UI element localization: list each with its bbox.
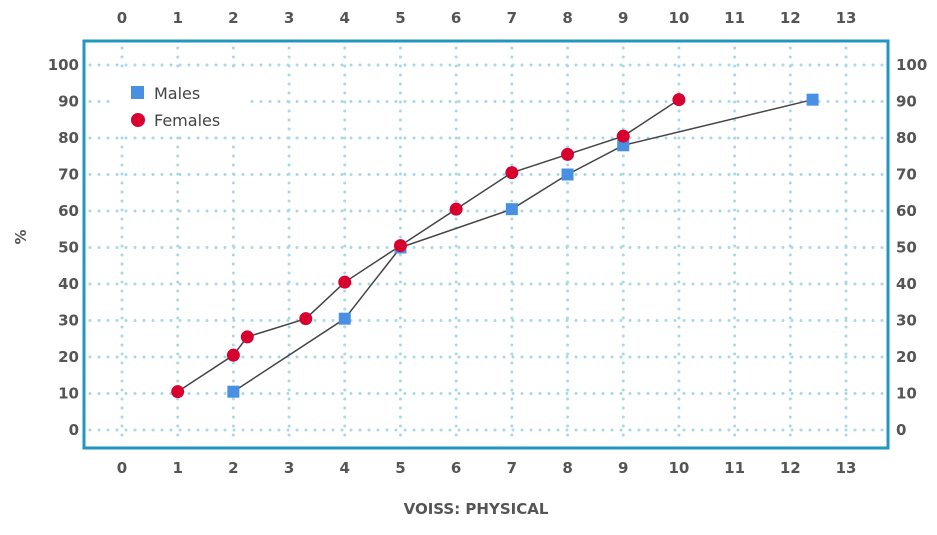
data-point-females bbox=[299, 312, 313, 326]
x-tick-label-bottom: 9 bbox=[618, 459, 628, 477]
data-point-females bbox=[505, 166, 519, 180]
x-tick-label-bottom: 3 bbox=[284, 459, 294, 477]
plot-frame bbox=[82, 39, 890, 450]
legend: Males Females bbox=[131, 84, 220, 130]
data-point-males bbox=[227, 385, 240, 398]
x-tick-label-bottom: 4 bbox=[340, 459, 350, 477]
y-tick-label-right: 10 bbox=[896, 385, 917, 403]
y-tick-label-left: 20 bbox=[58, 348, 79, 366]
legend-marker-males bbox=[131, 86, 144, 99]
grid bbox=[88, 46, 886, 446]
data-point-females bbox=[171, 385, 185, 399]
series-line-males bbox=[232, 98, 813, 393]
data-point-females bbox=[672, 93, 686, 107]
y-tick-label-right: 50 bbox=[896, 239, 917, 257]
x-tick-label-top: 3 bbox=[284, 9, 294, 27]
x-tick-label-bottom: 10 bbox=[668, 459, 689, 477]
y-tick-label-left: 80 bbox=[58, 129, 79, 147]
y-tick-label-left: 90 bbox=[58, 93, 79, 111]
x-tick-label-bottom: 8 bbox=[562, 459, 572, 477]
legend-marker-females bbox=[131, 113, 145, 127]
x-tick-label-top: 6 bbox=[451, 9, 461, 27]
y-tick-label-left: 40 bbox=[58, 275, 79, 293]
y-tick-label-right: 20 bbox=[896, 348, 917, 366]
x-axis-label: VOISS: PHYSICAL bbox=[404, 500, 549, 518]
x-tick-label-bottom: 1 bbox=[172, 459, 182, 477]
y-tick-label-right: 100 bbox=[896, 56, 927, 74]
x-tick-label-top: 5 bbox=[395, 9, 405, 27]
data-point-males bbox=[806, 93, 819, 106]
data-point-males bbox=[338, 312, 351, 325]
data-point-females bbox=[449, 202, 463, 216]
x-tick-label-bottom: 5 bbox=[395, 459, 405, 477]
data-point-females bbox=[561, 147, 575, 161]
x-tick-label-bottom: 0 bbox=[117, 459, 127, 477]
y-tick-label-right: 30 bbox=[896, 312, 917, 330]
x-tick-label-top: 9 bbox=[618, 9, 628, 27]
y-tick-label-right: 60 bbox=[896, 202, 917, 220]
x-tick-label-bottom: 12 bbox=[780, 459, 801, 477]
x-tick-label-top: 8 bbox=[562, 9, 572, 27]
x-tick-label-top: 10 bbox=[668, 9, 689, 27]
x-tick-label-bottom: 7 bbox=[507, 459, 517, 477]
y-tick-label-left: 70 bbox=[58, 166, 79, 184]
legend-label-females: Females bbox=[154, 111, 220, 130]
y-tick-label-right: 90 bbox=[896, 93, 917, 111]
data-point-males bbox=[561, 168, 574, 181]
x-tick-label-bottom: 2 bbox=[228, 459, 238, 477]
data-point-males bbox=[617, 139, 630, 152]
series-markers bbox=[171, 93, 819, 399]
y-tick-label-left: 100 bbox=[48, 56, 79, 74]
y-tick-label-right: 70 bbox=[896, 166, 917, 184]
x-tick-label-top: 2 bbox=[228, 9, 238, 27]
y-tick-label-right: 80 bbox=[896, 129, 917, 147]
data-point-females bbox=[393, 239, 407, 253]
y-tick-label-left: 30 bbox=[58, 312, 79, 330]
data-point-males bbox=[505, 203, 518, 216]
x-tick-label-top: 13 bbox=[836, 9, 857, 27]
x-tick-label-bottom: 6 bbox=[451, 459, 461, 477]
y-tick-label-left: 0 bbox=[69, 421, 79, 439]
x-tick-label-bottom: 11 bbox=[724, 459, 745, 477]
x-tick-label-top: 11 bbox=[724, 9, 745, 27]
y-tick-label-right: 40 bbox=[896, 275, 917, 293]
data-point-females bbox=[226, 348, 240, 362]
y-tick-label-left: 10 bbox=[58, 385, 79, 403]
x-tick-label-top: 7 bbox=[507, 9, 517, 27]
x-tick-label-bottom: 13 bbox=[836, 459, 857, 477]
data-point-females bbox=[240, 330, 254, 344]
series-line-females bbox=[177, 99, 680, 393]
y-axis-label: % bbox=[12, 229, 30, 244]
data-point-females bbox=[338, 275, 352, 289]
x-tick-label-top: 12 bbox=[780, 9, 801, 27]
y-tick-label-left: 60 bbox=[58, 202, 79, 220]
x-tick-label-top: 1 bbox=[172, 9, 182, 27]
y-tick-label-left: 50 bbox=[58, 239, 79, 257]
x-tick-label-top: 0 bbox=[117, 9, 127, 27]
legend-label-males: Males bbox=[154, 84, 200, 103]
data-point-females bbox=[616, 129, 630, 143]
legend-background bbox=[110, 72, 250, 136]
series-lines bbox=[177, 98, 813, 393]
x-tick-label-top: 4 bbox=[340, 9, 350, 27]
y-tick-label-right: 0 bbox=[896, 421, 906, 439]
